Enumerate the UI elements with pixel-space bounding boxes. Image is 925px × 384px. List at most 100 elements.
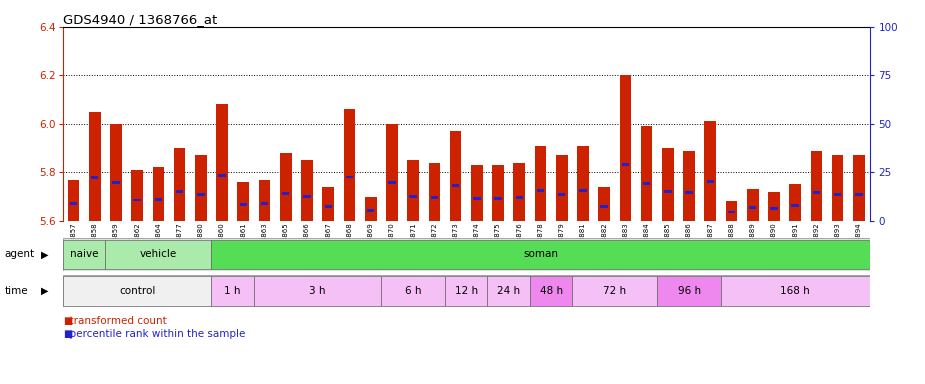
Bar [89, 112, 101, 221]
Bar [558, 193, 565, 196]
Bar [407, 160, 419, 221]
Bar [556, 156, 568, 221]
Bar [323, 187, 334, 221]
Bar [530, 276, 573, 306]
Bar [641, 126, 652, 221]
Text: 24 h: 24 h [497, 286, 520, 296]
Text: 3 h: 3 h [309, 286, 326, 296]
Bar [364, 197, 376, 221]
Text: 48 h: 48 h [539, 286, 562, 296]
Bar [428, 163, 440, 221]
Bar [69, 202, 77, 205]
Bar [622, 163, 629, 166]
Bar [771, 207, 778, 210]
Bar [749, 206, 757, 209]
Bar [768, 192, 780, 221]
Text: control: control [119, 286, 155, 296]
Text: percentile rank within the sample: percentile rank within the sample [63, 329, 245, 339]
Bar [452, 184, 460, 187]
Bar [792, 204, 799, 207]
Bar [705, 121, 716, 221]
Text: ■: ■ [63, 316, 72, 326]
Text: GDS4940 / 1368766_at: GDS4940 / 1368766_at [63, 13, 217, 26]
Bar [492, 165, 504, 221]
Text: 12 h: 12 h [455, 286, 478, 296]
Bar [658, 276, 721, 306]
Bar [515, 196, 523, 199]
Bar [832, 156, 844, 221]
Bar [746, 189, 758, 221]
Text: 96 h: 96 h [677, 286, 700, 296]
Bar [643, 182, 650, 185]
Bar [302, 160, 313, 221]
Bar [388, 181, 396, 184]
Text: time: time [5, 286, 29, 296]
Bar [153, 167, 165, 221]
Bar [386, 124, 398, 221]
Bar [254, 276, 381, 306]
Bar [346, 175, 353, 179]
Bar [131, 170, 143, 221]
Bar [154, 198, 162, 200]
Bar [834, 193, 842, 196]
Bar [133, 199, 141, 202]
Text: 72 h: 72 h [603, 286, 626, 296]
Bar [212, 240, 870, 269]
Bar [535, 146, 547, 221]
Text: vehicle: vehicle [140, 249, 177, 260]
Text: agent: agent [5, 249, 35, 260]
Bar [212, 276, 254, 306]
Bar [536, 189, 544, 192]
Bar [810, 151, 822, 221]
Bar [685, 191, 693, 194]
Bar [216, 104, 228, 221]
Text: naive: naive [70, 249, 98, 260]
Bar [282, 192, 290, 195]
Bar [110, 124, 122, 221]
Bar [494, 197, 501, 200]
Bar [63, 276, 212, 306]
Bar [450, 131, 462, 221]
Bar [238, 182, 249, 221]
Text: ▶: ▶ [41, 286, 48, 296]
Bar [259, 180, 270, 221]
Text: 6 h: 6 h [405, 286, 422, 296]
Bar [261, 202, 268, 205]
Bar [63, 240, 105, 269]
Bar [662, 148, 673, 221]
Bar [445, 276, 487, 306]
Bar [325, 205, 332, 208]
Bar [112, 181, 119, 184]
Bar [68, 180, 80, 221]
Bar [707, 180, 714, 183]
Bar [664, 190, 672, 193]
Text: ▶: ▶ [41, 249, 48, 260]
Bar [600, 205, 608, 208]
Bar [367, 209, 375, 212]
Bar [471, 165, 483, 221]
Bar [728, 210, 735, 214]
Bar [240, 203, 247, 206]
Bar [721, 276, 870, 306]
Bar [579, 189, 586, 192]
Bar [598, 187, 610, 221]
Text: 1 h: 1 h [225, 286, 241, 296]
Bar [197, 193, 204, 196]
Bar [431, 196, 438, 199]
Text: transformed count: transformed count [63, 316, 166, 326]
Bar [280, 153, 291, 221]
Bar [218, 174, 226, 177]
Text: 168 h: 168 h [781, 286, 810, 296]
Bar [176, 190, 183, 193]
Bar [410, 195, 417, 198]
Bar [577, 146, 589, 221]
Bar [573, 276, 658, 306]
Bar [684, 151, 695, 221]
Bar [813, 191, 820, 194]
Text: soman: soman [523, 249, 558, 260]
Bar [174, 148, 186, 221]
Bar [473, 197, 480, 200]
Bar [105, 240, 212, 269]
Bar [513, 163, 525, 221]
Bar [195, 156, 206, 221]
